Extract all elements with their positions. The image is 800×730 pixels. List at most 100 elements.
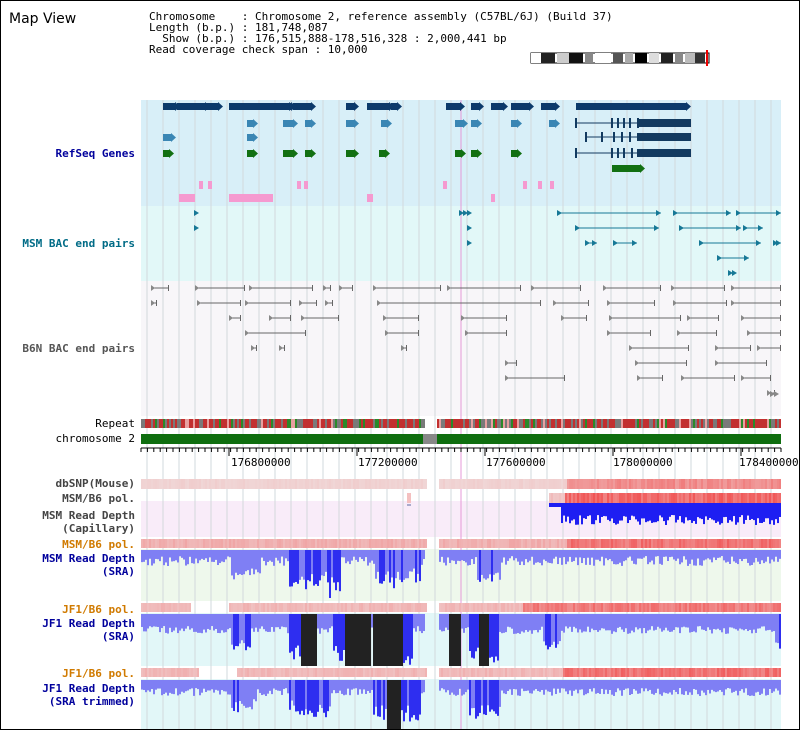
polymorphism-bin — [453, 668, 455, 677]
polymorphism-bin — [529, 479, 531, 489]
track-label-chromosome[interactable]: chromosome 2 — [55, 432, 135, 445]
polymorphism-bin — [321, 603, 323, 612]
read-depth-bin — [405, 614, 407, 661]
read-depth-bin — [179, 680, 181, 695]
polymorphism-bin — [763, 603, 765, 612]
polymorphism-bin — [619, 479, 621, 489]
polymorphism-bin — [305, 539, 307, 548]
track-label-refseq-genes[interactable]: RefSeq Genes — [55, 147, 135, 160]
read-depth-bin — [775, 680, 777, 689]
track-label-jf1-depth[interactable]: JF1 Read Depth — [42, 617, 135, 630]
read-depth-bin — [727, 550, 729, 562]
read-depth-bin — [615, 614, 617, 633]
repeat-feature — [663, 419, 665, 428]
polymorphism-bin — [419, 668, 421, 677]
track-label-repeat[interactable]: Repeat — [95, 417, 135, 430]
polymorphism-bin — [315, 603, 317, 612]
read-depth-bin — [637, 550, 639, 559]
repeat-feature — [637, 419, 639, 428]
read-depth-bin — [573, 503, 575, 520]
polymorphism-bin — [355, 603, 357, 612]
track-label-msm-depth-capillary[interactable]: MSM Read Depth — [42, 509, 135, 522]
read-depth-bin — [617, 614, 619, 628]
repeat-feature — [229, 419, 231, 428]
polymorphism-bin — [283, 539, 285, 548]
polymorphism-bin — [397, 603, 399, 612]
b6n-bac-end — [757, 345, 761, 351]
track-label-b6n-bac[interactable]: B6N BAC end pairs — [22, 342, 135, 355]
polymorphism-bin — [451, 539, 453, 548]
read-depth-bin — [361, 550, 363, 559]
read-depth-bin — [249, 680, 251, 707]
polymorphism-bin — [705, 539, 707, 548]
repeat-feature — [335, 419, 337, 428]
track-label-msm-pol-1[interactable]: MSM/B6 pol. — [62, 492, 135, 505]
polymorphism-bin — [757, 493, 759, 503]
polymorphism-bin — [213, 479, 215, 489]
read-depth-bin — [497, 550, 499, 573]
b6n-bac-end — [734, 375, 735, 381]
read-depth-bin — [727, 680, 729, 689]
track-label-dbsnp[interactable]: dbSNP(Mouse) — [55, 477, 135, 490]
read-depth-bin — [771, 680, 773, 693]
polymorphism-bin — [177, 668, 179, 677]
repeat-feature — [513, 419, 515, 428]
read-depth-bin — [581, 680, 583, 690]
bac-end — [467, 210, 472, 216]
repeat-feature — [765, 419, 767, 428]
polymorphism-bin — [657, 668, 659, 677]
bac-end — [194, 210, 199, 216]
track-label-jf1-pol-2[interactable]: JF1/B6 pol. — [62, 667, 135, 680]
read-depth-bin — [197, 614, 199, 633]
polymorphism-bin — [533, 668, 535, 677]
polymorphism-bin — [401, 479, 403, 489]
read-depth-bin — [565, 550, 567, 565]
b6n-bac-end — [553, 300, 557, 306]
polymorphism-bin — [763, 479, 765, 489]
repeat-feature — [223, 419, 225, 428]
read-depth-bin — [633, 550, 635, 564]
polymorphism-bin — [327, 668, 329, 677]
polymorphism-bin — [339, 539, 341, 548]
refseq-gene — [163, 103, 175, 110]
repeat-feature — [357, 419, 359, 428]
track-label-msm-bac[interactable]: MSM BAC end pairs — [22, 237, 135, 250]
track-label-msm-depth-sra[interactable]: MSM Read Depth — [42, 552, 135, 565]
polymorphism-bin — [419, 539, 421, 548]
polymorphism-bin — [569, 539, 571, 548]
track-label-jf1-pol-1[interactable]: JF1/B6 pol. — [62, 603, 135, 616]
polymorphism-bin — [679, 493, 681, 503]
polymorphism-bin — [163, 668, 165, 677]
polymorphism-bin — [387, 603, 389, 612]
polymorphism-bin — [275, 539, 277, 548]
polymorphism-bin — [711, 479, 713, 489]
polymorphism-bin — [289, 603, 291, 612]
read-depth-bin — [583, 550, 585, 559]
read-depth-bin — [577, 614, 579, 633]
track-label-msm-pol-2[interactable]: MSM/B6 pol. — [62, 538, 135, 551]
polymorphism-bin — [145, 603, 147, 612]
read-depth-bin — [503, 550, 505, 558]
polymorphism-bin — [461, 479, 463, 489]
b6n-bac-end — [418, 315, 419, 321]
polymorphism-bin — [543, 539, 545, 548]
polymorphism-bin — [737, 493, 739, 503]
track-label-jf1-depth-trimmed[interactable]: JF1 Read Depth — [42, 682, 135, 695]
read-depth-bin — [649, 614, 651, 630]
polymorphism-bin — [331, 479, 333, 489]
polymorphism-bin — [703, 479, 705, 489]
polymorphism-bin — [531, 603, 533, 612]
read-depth-bin — [205, 550, 207, 559]
read-depth-bin — [329, 614, 331, 629]
polymorphism-bin — [157, 668, 159, 677]
read-depth-bin — [207, 680, 209, 691]
read-depth-bin — [575, 614, 577, 629]
polymorphism-bin — [565, 603, 567, 612]
polymorphism-bin — [549, 668, 551, 677]
b6n-bac-end — [406, 345, 407, 351]
repeat-feature — [257, 419, 259, 428]
repeat-feature — [457, 419, 459, 428]
b6n-bac-end — [629, 345, 633, 351]
polymorphism-bin — [179, 479, 181, 489]
